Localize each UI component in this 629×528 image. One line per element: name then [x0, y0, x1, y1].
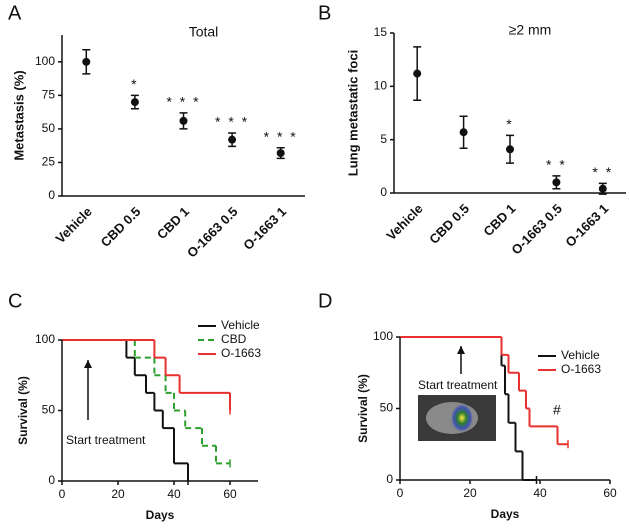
y-tick-label: 75 [42, 88, 56, 102]
x-tick-label: O-1663 1 [562, 201, 611, 250]
y-tick-label: 100 [35, 54, 55, 68]
x-tick-label: 20 [111, 487, 125, 501]
legend-label: O-1663 [221, 346, 261, 360]
y-axis-label: Survival (%) [356, 374, 370, 443]
x-tick-label: O-1663 0.5 [184, 204, 241, 261]
chart-title: Total [189, 24, 219, 40]
x-tick-label: 60 [603, 486, 617, 500]
y-tick-label: 0 [386, 472, 393, 486]
x-tick-label: 20 [463, 486, 477, 500]
significance: * * [592, 164, 613, 180]
dot [413, 69, 422, 78]
y-tick-label: 100 [373, 329, 393, 343]
y-tick-label: 5 [380, 132, 387, 146]
x-axis-label: Days [146, 508, 175, 522]
x-tick-label: CBD 0.5 [98, 204, 144, 250]
dot [228, 135, 237, 144]
dot [276, 149, 285, 158]
dot [130, 98, 139, 107]
significance: * * * [215, 114, 249, 130]
significance: * [131, 76, 138, 92]
x-tick-label: 60 [223, 487, 237, 501]
x-tick-label: 40 [167, 487, 181, 501]
arrow-head [457, 346, 465, 354]
y-tick-label: 50 [42, 403, 56, 417]
x-tick-label: O-1663 1 [240, 204, 289, 253]
legend-label: CBD [221, 332, 247, 346]
y-tick-label: 0 [48, 473, 55, 487]
y-tick-label: 0 [380, 185, 387, 199]
panel-letter: A [8, 2, 22, 24]
legend-label: Vehicle [221, 318, 260, 332]
significance: * * * [264, 128, 298, 144]
annotation: # [553, 402, 561, 418]
y-axis-label: Metastasis (%) [11, 70, 26, 160]
x-axis-label: Days [491, 507, 520, 521]
panel-letter: D [318, 290, 332, 312]
y-tick-label: 25 [42, 155, 56, 169]
annotation: Start treatment [66, 433, 146, 447]
legend-label: O-1663 [561, 362, 601, 376]
x-tick-label: Vehicle [383, 201, 425, 243]
y-tick-label: 15 [374, 25, 388, 39]
y-tick-label: 100 [35, 332, 55, 346]
y-tick-label: 50 [380, 401, 394, 415]
y-axis-label: Lung metastatic foci [345, 50, 360, 176]
x-tick-label: O-1663 0.5 [508, 201, 565, 258]
dot [179, 116, 188, 125]
arrow-head [84, 360, 92, 368]
inset-image [418, 395, 496, 441]
legend-label: Vehicle [561, 348, 600, 362]
dot [506, 145, 514, 154]
dot [459, 128, 468, 137]
dot [552, 178, 561, 187]
x-tick-label: CBD 1 [480, 201, 518, 239]
significance: * * * [166, 94, 200, 110]
panel-letter: C [8, 290, 22, 312]
x-tick-label: 0 [59, 487, 66, 501]
chart-title: ≥2 mm [509, 22, 552, 38]
panel-letter: B [318, 2, 331, 24]
x-tick-label: Vehicle [53, 204, 95, 246]
significance: * [506, 116, 513, 132]
dot [598, 184, 607, 193]
y-tick-label: 10 [374, 79, 388, 93]
x-tick-label: 0 [397, 486, 404, 500]
annotation: Start treatment [418, 378, 498, 392]
x-tick-label: CBD 1 [154, 204, 192, 242]
dot [82, 57, 91, 66]
significance: * * [546, 157, 567, 173]
y-axis-label: Survival (%) [16, 376, 30, 445]
x-tick-label: 40 [533, 486, 547, 500]
x-tick-label: CBD 0.5 [426, 201, 472, 247]
y-tick-label: 50 [42, 121, 56, 135]
y-tick-label: 0 [48, 188, 55, 202]
